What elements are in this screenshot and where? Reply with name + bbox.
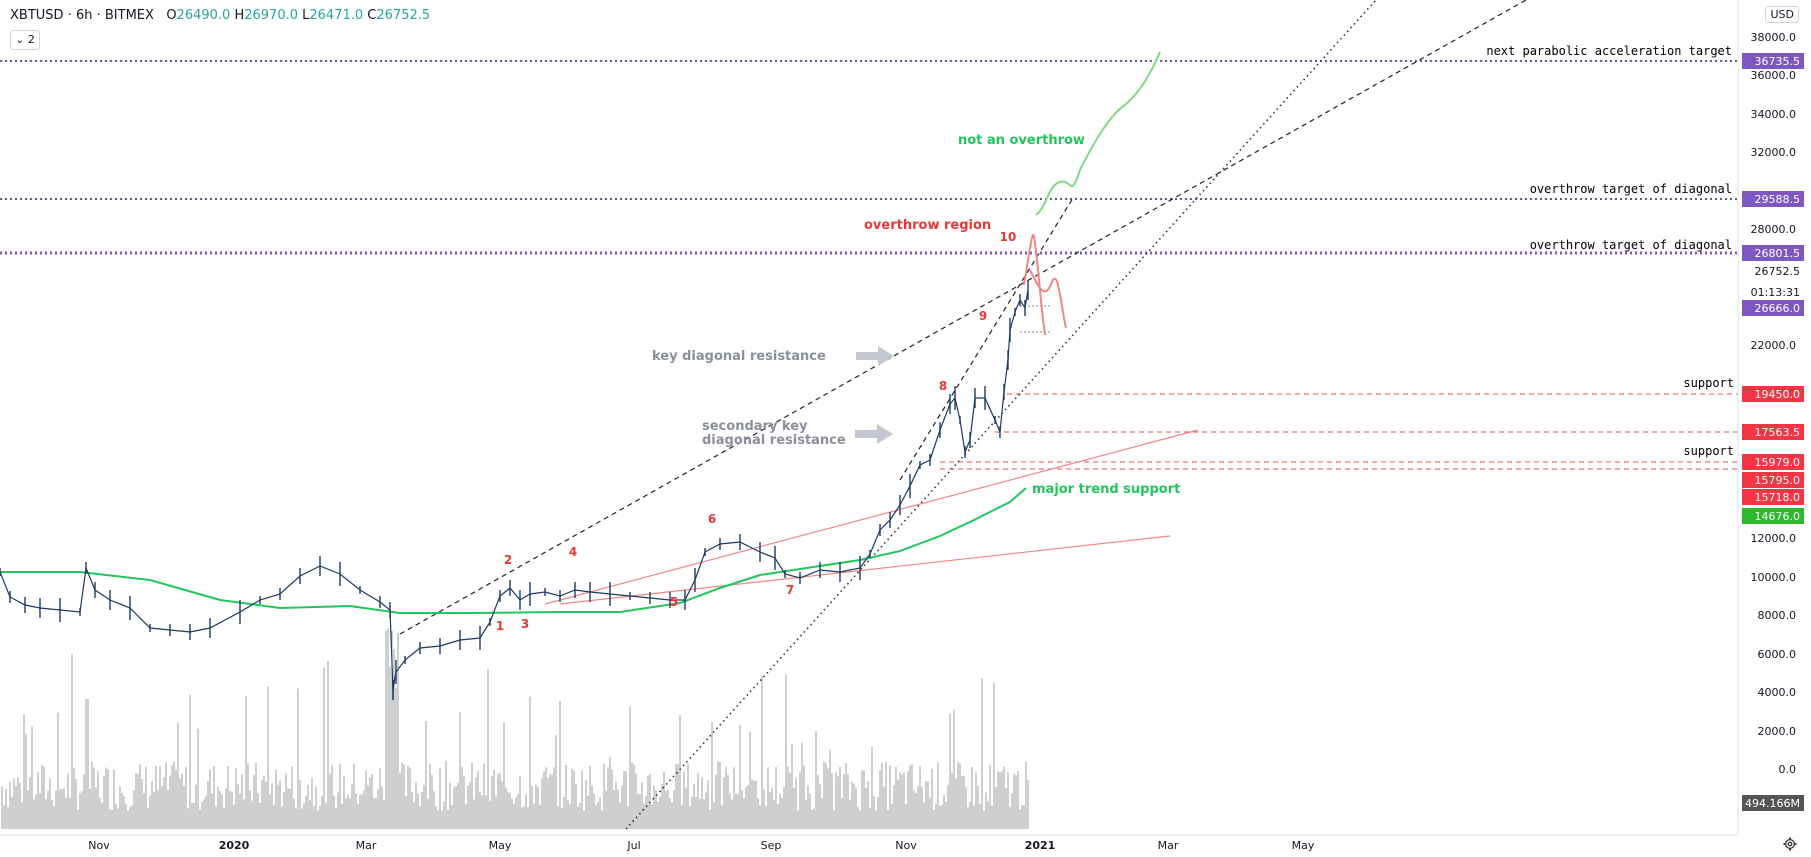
interval[interactable]: 6h xyxy=(75,8,93,23)
price-label: 14676.0 xyxy=(1742,508,1804,524)
svg-text:29588.5: 29588.5 xyxy=(1755,193,1801,206)
price-label: 26752.5 xyxy=(1755,265,1801,278)
price-tick: 2000.0 xyxy=(1758,725,1797,738)
time-tick: Mar xyxy=(356,839,377,852)
wave-label: 1 xyxy=(496,619,504,633)
price-tick: 6000.0 xyxy=(1758,648,1797,661)
chart-annotation[interactable]: overthrow target of diagonal xyxy=(1530,182,1732,196)
time-tick: 2021 xyxy=(1025,839,1056,852)
price-tick: 36000.0 xyxy=(1751,69,1797,82)
chart-annotation[interactable]: diagonal resistance xyxy=(702,433,846,448)
price-label: 29588.5 xyxy=(1742,191,1804,207)
svg-text:26801.5: 26801.5 xyxy=(1755,247,1801,260)
time-tick: May xyxy=(489,839,512,852)
time-axis[interactable]: Nov 2020 Mar May Jul Sep Nov 2021 Mar May xyxy=(0,834,1738,857)
wave-label: 10 xyxy=(1000,230,1017,244)
price-axis[interactable]: 38000.0 36000.0 34000.0 32000.0 28000.0 22000… xyxy=(1737,0,1811,857)
price-label: 36735.5 xyxy=(1742,53,1804,69)
price-tick: 12000.0 xyxy=(1751,532,1797,545)
svg-text:15979.0: 15979.0 xyxy=(1755,456,1801,469)
price-label: 26666.0 xyxy=(1742,300,1804,316)
currency-button[interactable]: USD xyxy=(1765,6,1799,23)
svg-text:01:13:31: 01:13:31 xyxy=(1751,286,1800,299)
chart-annotation[interactable]: overthrow target of diagonal xyxy=(1530,238,1732,252)
open-label: O xyxy=(166,8,177,23)
chevron-down-icon: ⌄ xyxy=(15,33,25,46)
svg-text:19450.0: 19450.0 xyxy=(1755,388,1801,401)
chart-annotation[interactable]: not an overthrow xyxy=(958,133,1085,148)
price-tick: 22000.0 xyxy=(1751,339,1797,352)
price-label: 15979.0 xyxy=(1742,454,1804,470)
chart-annotation[interactable]: support xyxy=(1683,376,1734,390)
svg-text:36735.5: 36735.5 xyxy=(1755,55,1801,68)
wave-label: 2 xyxy=(504,553,512,567)
price-label: 19450.0 xyxy=(1742,386,1804,402)
svg-text:26666.0: 26666.0 xyxy=(1755,302,1801,315)
indicators-toggle-button[interactable]: ⌄ 2 xyxy=(10,30,40,50)
time-tick: 2020 xyxy=(219,839,250,852)
price-label: 15795.0 xyxy=(1742,472,1804,488)
exchange: BITMEX xyxy=(104,8,154,23)
volume-bars xyxy=(1,628,1029,829)
svg-text:14676.0: 14676.0 xyxy=(1755,510,1801,523)
time-tick: May xyxy=(1292,839,1315,852)
low-value: 26471.0 xyxy=(309,8,364,23)
svg-text:26752.5: 26752.5 xyxy=(1755,265,1801,278)
symbol-name[interactable]: XBTUSD xyxy=(10,8,64,23)
time-tick: Mar xyxy=(1158,839,1179,852)
svg-text:15718.0: 15718.0 xyxy=(1755,491,1801,504)
price-candles xyxy=(0,280,1029,700)
low-label: L xyxy=(302,8,310,23)
time-tick: Jul xyxy=(626,839,640,852)
chart-annotation[interactable]: major trend support xyxy=(1032,482,1180,497)
chart-annotation[interactable]: support xyxy=(1683,444,1734,458)
drawing-lines xyxy=(0,0,1738,830)
high-label: H xyxy=(234,8,245,23)
price-label: 26801.5 xyxy=(1742,245,1804,261)
price-tick: 28000.0 xyxy=(1751,223,1797,236)
svg-text:17563.5: 17563.5 xyxy=(1755,426,1801,439)
wave-label: 9 xyxy=(979,309,987,323)
open-value: 26490.0 xyxy=(176,8,231,23)
price-tick: 0.0 xyxy=(1779,763,1797,776)
wave-label: 7 xyxy=(786,583,794,597)
arrow-right-icon xyxy=(855,424,893,444)
arrow-right-icon xyxy=(856,346,894,366)
gear-icon[interactable] xyxy=(1783,837,1797,851)
close-value: 26752.5 xyxy=(376,8,431,23)
price-label: 01:13:31 xyxy=(1751,286,1800,299)
chart-annotation[interactable]: key diagonal resistance xyxy=(652,349,826,364)
price-tick: 32000.0 xyxy=(1751,146,1797,159)
price-tick: 8000.0 xyxy=(1758,609,1797,622)
svg-text:15795.0: 15795.0 xyxy=(1755,474,1801,487)
price-label: 17563.5 xyxy=(1742,424,1804,440)
chart-annotation[interactable]: overthrow region xyxy=(864,218,991,233)
price-label: 494.166M xyxy=(1742,795,1804,811)
price-tick: 10000.0 xyxy=(1751,571,1797,584)
indicator-count: 2 xyxy=(27,33,35,46)
wave-label: 4 xyxy=(569,545,577,559)
chart-annotation[interactable]: secondary key xyxy=(702,419,808,434)
wave-label: 6 xyxy=(708,512,716,526)
wave-label: 5 xyxy=(670,595,678,609)
time-tick: Nov xyxy=(895,839,917,852)
price-tick: 38000.0 xyxy=(1751,31,1797,44)
annotations-layer: next parabolic acceleration target overth… xyxy=(496,44,1734,633)
symbol-legend: XBTUSD · 6h · BITMEX O26490.0 H26970.0 L… xyxy=(10,8,431,23)
close-label: C xyxy=(367,8,377,23)
price-tick: 34000.0 xyxy=(1751,108,1797,121)
time-tick: Nov xyxy=(88,839,110,852)
time-tick: Sep xyxy=(761,839,782,852)
price-tick: 4000.0 xyxy=(1758,686,1797,699)
svg-text:494.166M: 494.166M xyxy=(1745,797,1800,810)
wave-label: 8 xyxy=(939,379,947,393)
wave-label: 3 xyxy=(521,617,529,631)
price-label: 15718.0 xyxy=(1742,489,1804,505)
high-value: 26970.0 xyxy=(244,8,298,23)
chart-annotation[interactable]: next parabolic acceleration target xyxy=(1486,44,1732,58)
